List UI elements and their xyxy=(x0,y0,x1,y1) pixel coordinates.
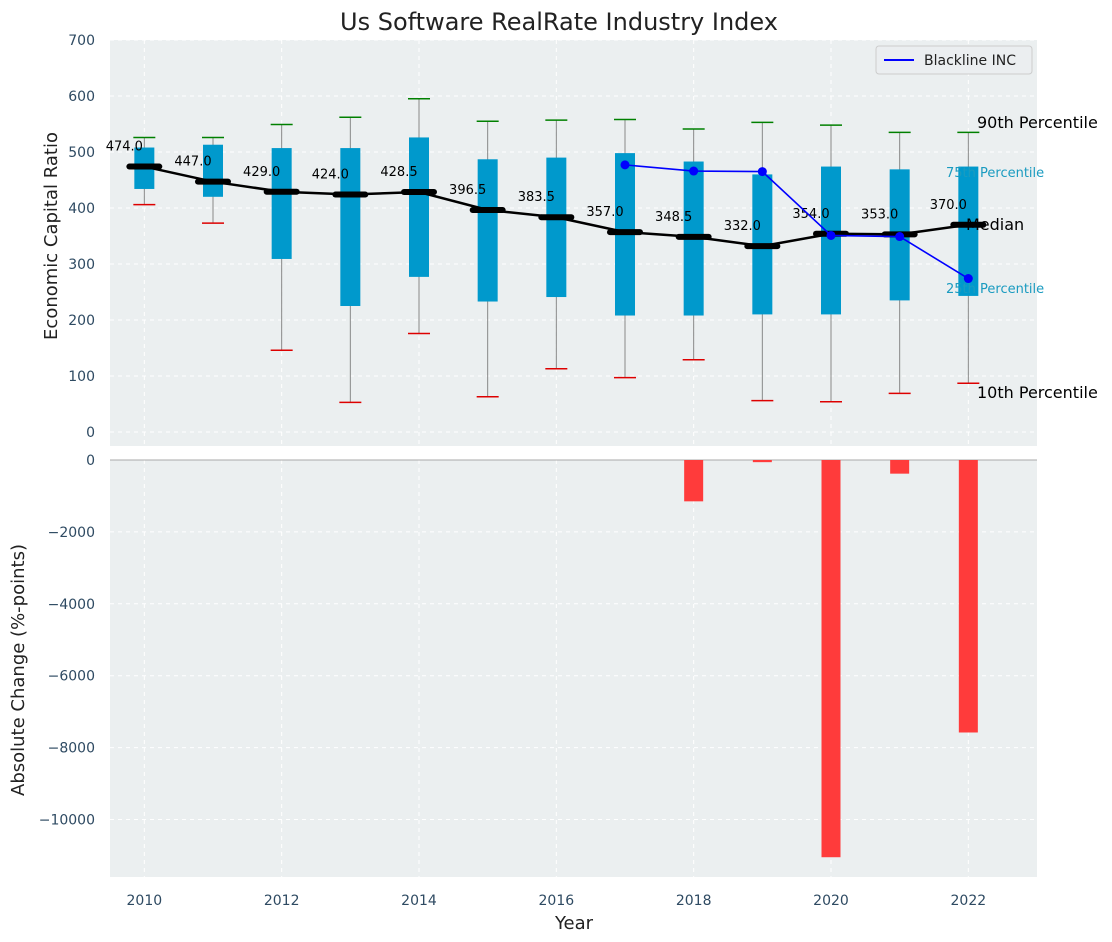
bottom-y-tick-label: −10000 xyxy=(39,812,95,828)
series-point xyxy=(757,167,767,177)
bottom-y-tick-label: −8000 xyxy=(48,741,95,757)
series-point xyxy=(963,274,973,284)
top-y-tick-label: 200 xyxy=(68,313,95,329)
x-tick-label: 2020 xyxy=(813,893,849,909)
change-bar xyxy=(958,460,978,733)
x-tick-label: 2014 xyxy=(401,893,437,909)
series-point xyxy=(620,160,630,170)
chart-title: Us Software RealRate Industry Index xyxy=(340,8,778,36)
box xyxy=(409,137,429,277)
series-point xyxy=(826,230,836,240)
bottom-y-tick-label: −6000 xyxy=(48,669,95,685)
legend-label-blackline: Blackline INC xyxy=(924,53,1016,69)
x-tick-label: 2016 xyxy=(539,893,575,909)
annot-p25: 25th Percentile xyxy=(946,282,1044,297)
change-bar xyxy=(684,460,704,502)
bottom-y-tick-label: −2000 xyxy=(48,525,95,541)
median-value-label: 428.5 xyxy=(380,165,417,180)
median-value-label: 332.0 xyxy=(724,219,761,234)
top-y-tick-label: 100 xyxy=(68,369,95,385)
box xyxy=(958,166,979,296)
x-tick-label: 2010 xyxy=(127,893,163,909)
median-value-label: 396.5 xyxy=(449,183,486,198)
box xyxy=(821,166,841,315)
change-bar xyxy=(821,460,841,858)
median-value-label: 447.0 xyxy=(174,155,211,170)
bottom-y-axis-label: Absolute Change (%-points) xyxy=(8,544,29,796)
top-y-axis-label: Economic Capital Ratio xyxy=(41,132,62,340)
top-y-tick-label: 700 xyxy=(68,33,95,49)
top-y-tick-label: 400 xyxy=(68,201,95,217)
x-axis-label: Year xyxy=(554,913,594,934)
x-tick-label: 2018 xyxy=(676,893,712,909)
change-bar xyxy=(752,460,772,463)
series-line-blackline xyxy=(624,164,969,280)
median-value-label: 474.0 xyxy=(106,140,143,155)
box xyxy=(271,148,292,259)
legend-box xyxy=(875,45,1033,75)
annotation-layer: 90th Percentile 75th Percentile Median 2… xyxy=(946,113,1098,402)
median-value-label: 424.0 xyxy=(312,168,349,183)
top-y-tick-label: 600 xyxy=(68,89,95,105)
top-y-tick-label: 500 xyxy=(68,145,95,161)
median-value-label: 429.0 xyxy=(243,165,280,180)
legend: Blackline INC xyxy=(875,45,1033,75)
series-point xyxy=(689,166,699,176)
median-value-label: 370.0 xyxy=(930,198,967,213)
top-plot-background xyxy=(110,40,1037,446)
series-point xyxy=(895,232,905,242)
median-value-label: 348.5 xyxy=(655,210,692,225)
x-tick-label: 2012 xyxy=(264,893,300,909)
bottom-y-tick-label: 0 xyxy=(86,453,95,469)
median-value-label: 353.0 xyxy=(861,207,898,222)
top-panel: 0 100 200 300 400 500 600 700 474.0 447.0 429.0 424… xyxy=(68,33,1037,446)
top-y-tick-label: 300 xyxy=(68,257,95,273)
change-bar xyxy=(890,460,910,474)
annot-p90: 90th Percentile xyxy=(977,113,1098,132)
median-value-label: 357.0 xyxy=(586,205,623,220)
box xyxy=(203,144,223,197)
median-value-label: 383.5 xyxy=(518,190,555,205)
x-tick-label: 2022 xyxy=(951,893,987,909)
annot-median: Median xyxy=(966,215,1024,234)
box xyxy=(477,159,498,302)
box xyxy=(546,157,567,298)
bottom-plot-background xyxy=(110,460,1037,877)
bottom-panel: 2010 2012 2014 2016 2018 2020 2022 0 −2000 −4000 −… xyxy=(39,453,1037,909)
median-value-label: 354.0 xyxy=(792,207,829,222)
top-y-tick-label: 0 xyxy=(86,425,95,441)
annot-p10: 10th Percentile xyxy=(977,383,1098,402)
annot-p75: 75th Percentile xyxy=(946,166,1044,181)
box xyxy=(340,148,361,306)
bottom-y-tick-label: −4000 xyxy=(48,597,95,613)
